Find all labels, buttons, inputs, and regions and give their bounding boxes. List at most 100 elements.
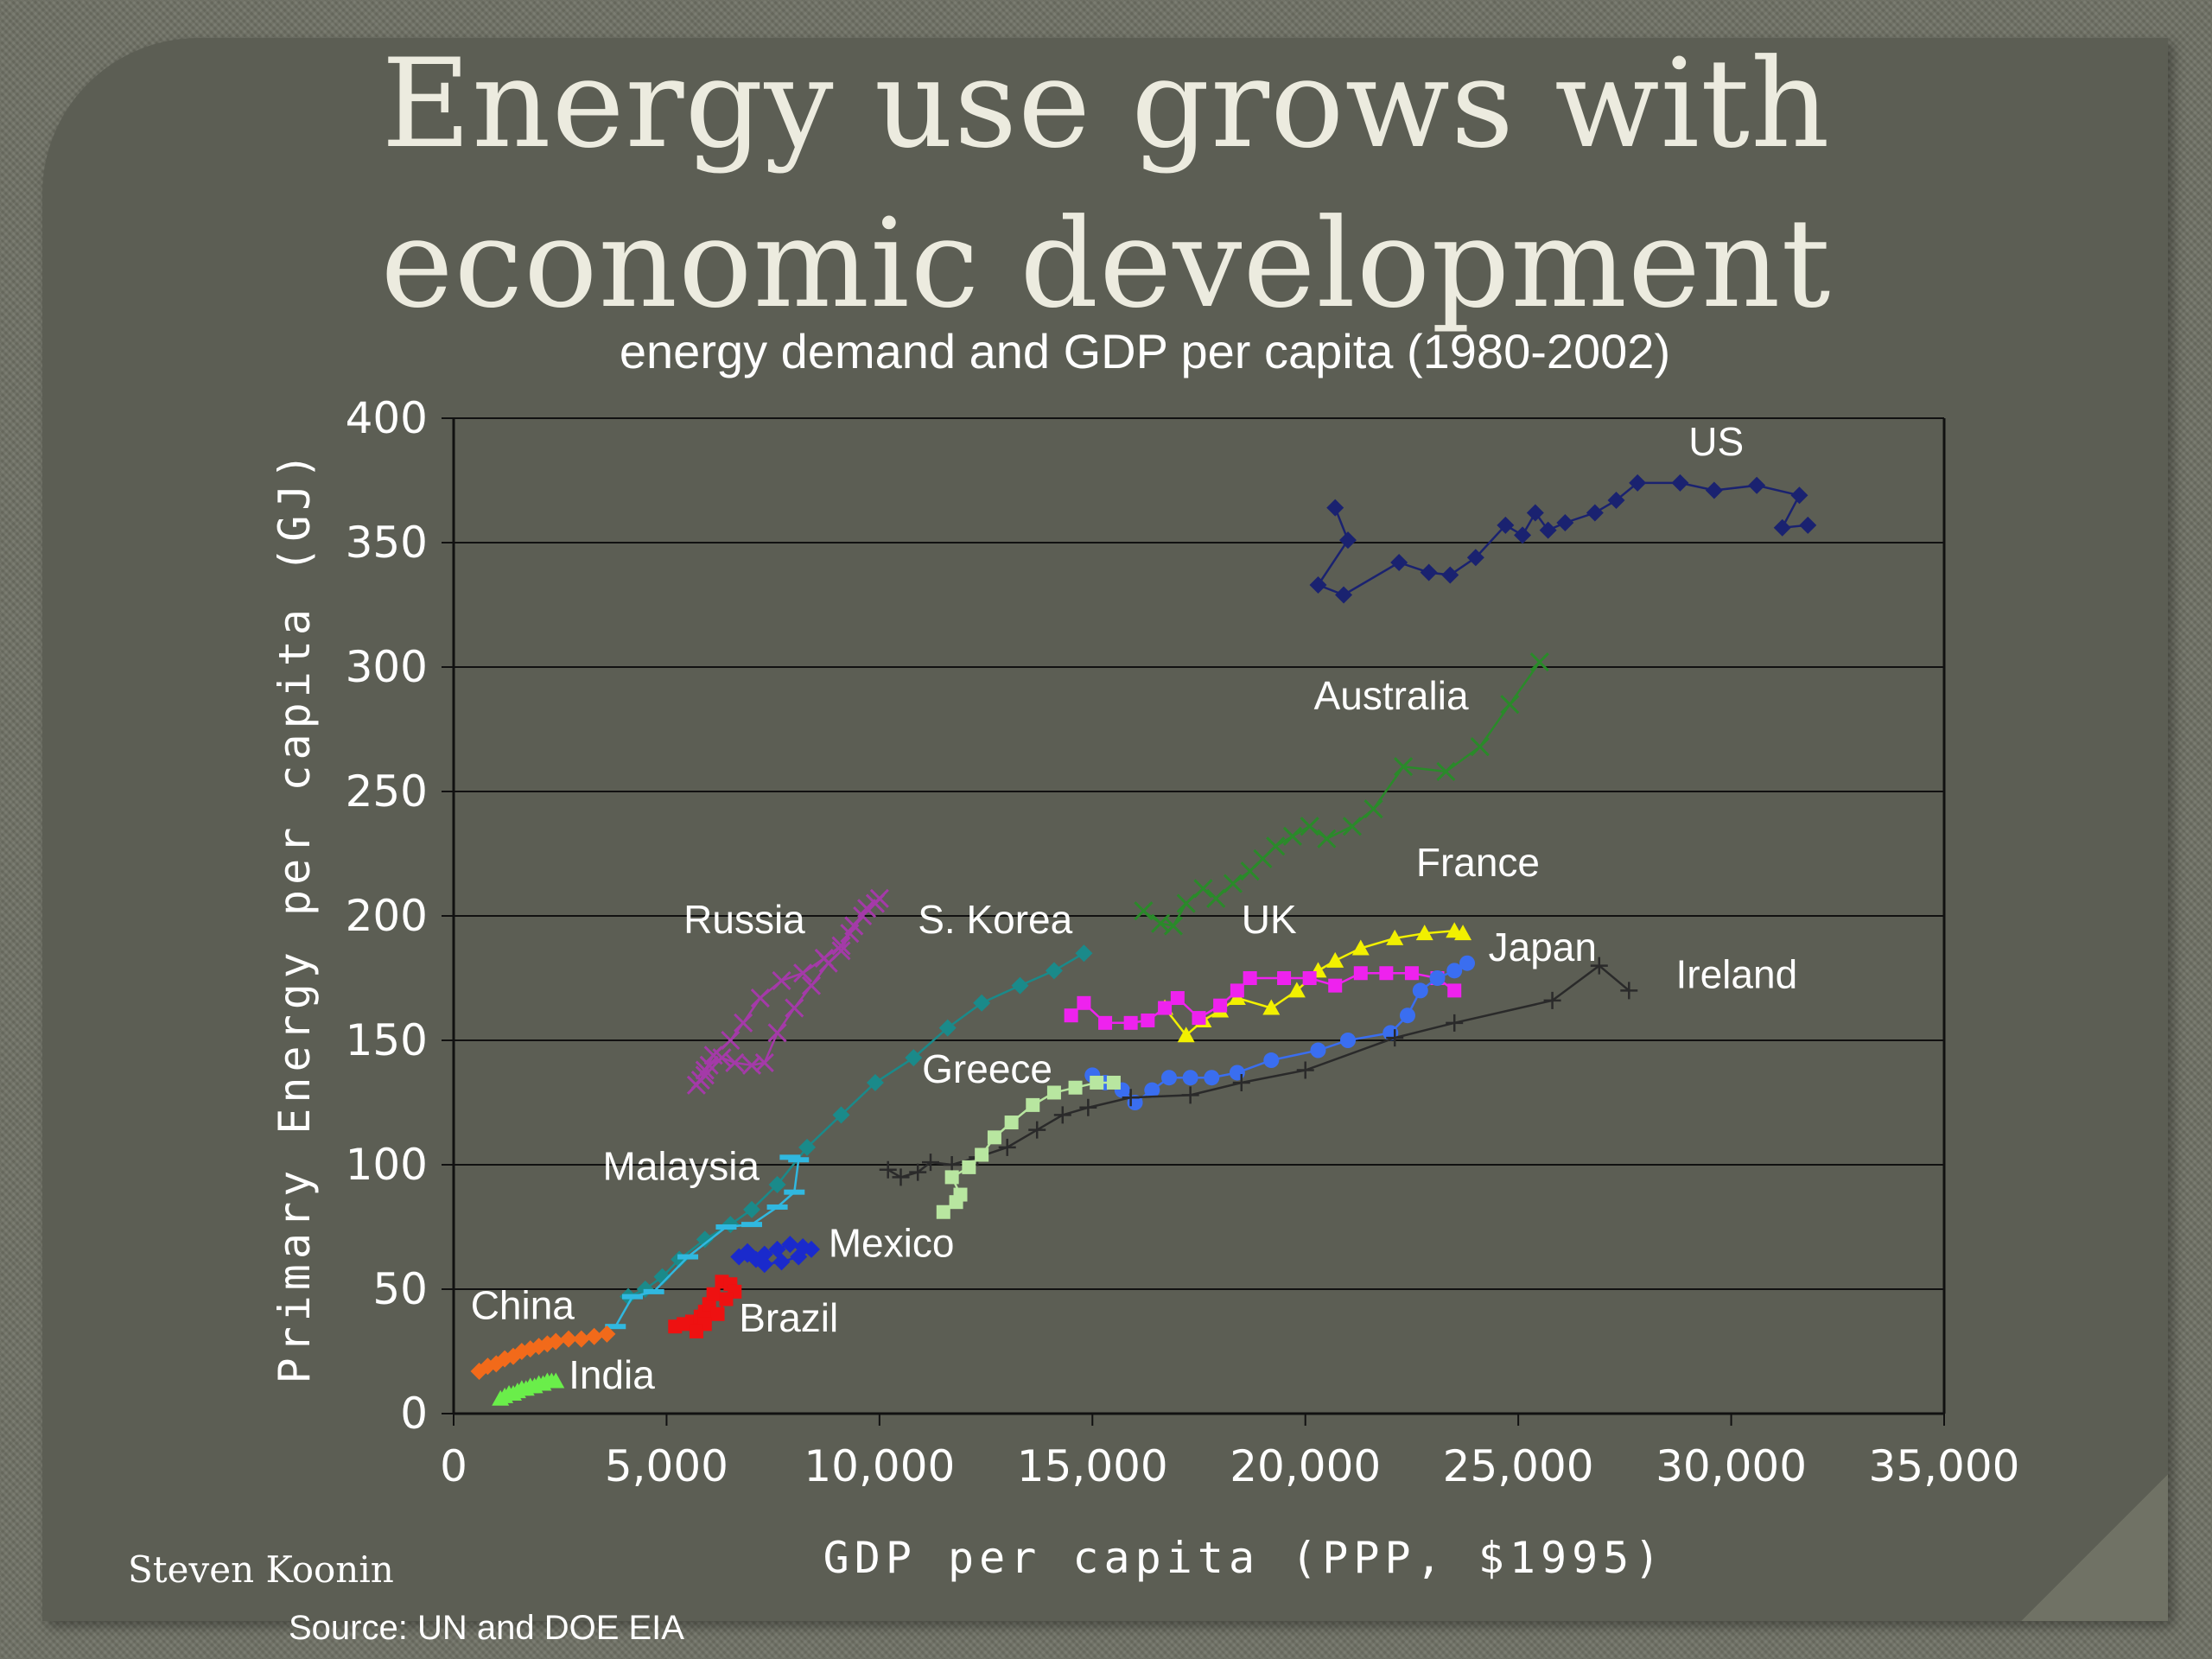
point-russia bbox=[725, 1052, 745, 1072]
point-us bbox=[1441, 566, 1459, 584]
point-us bbox=[1799, 516, 1817, 534]
series-russia bbox=[686, 888, 889, 1095]
point-us bbox=[1539, 521, 1557, 539]
point-mexico bbox=[755, 1245, 773, 1263]
label-france: France bbox=[1416, 840, 1540, 885]
x-tick-label: 15,000 bbox=[1017, 1441, 1168, 1491]
point-s-korea bbox=[905, 1049, 923, 1067]
label-brazil: Brazil bbox=[739, 1295, 838, 1340]
point-uk bbox=[1141, 1013, 1155, 1027]
point-ireland bbox=[1446, 1014, 1464, 1032]
point-s-korea bbox=[973, 994, 991, 1012]
point-malaysia bbox=[643, 1288, 664, 1294]
point-us bbox=[1326, 499, 1344, 517]
y-tick-label: 400 bbox=[346, 393, 428, 443]
point-ireland bbox=[1620, 982, 1638, 1000]
point-s-korea bbox=[866, 1073, 884, 1091]
point-mexico bbox=[781, 1236, 799, 1254]
point-ireland bbox=[998, 1138, 1016, 1156]
slide-title-line1: Energy use grows with bbox=[381, 33, 1831, 175]
point-uk bbox=[1064, 1008, 1078, 1023]
point-france bbox=[1415, 925, 1433, 941]
x-tick-label: 25,000 bbox=[1443, 1441, 1594, 1491]
point-us bbox=[1466, 549, 1484, 567]
x-tick-label: 30,000 bbox=[1656, 1441, 1807, 1491]
point-s-korea bbox=[1045, 962, 1063, 980]
x-tick-label: 0 bbox=[440, 1441, 467, 1491]
point-uk bbox=[1243, 971, 1257, 985]
point-malaysia bbox=[766, 1204, 788, 1210]
y-tick-label: 300 bbox=[346, 642, 428, 692]
series-line-us bbox=[1316, 481, 1808, 596]
series-labels: US Australia France UK Japan Ireland Russia S. … bbox=[471, 419, 1797, 1397]
point-brazil bbox=[689, 1324, 703, 1338]
point-mexico bbox=[772, 1253, 791, 1271]
point-mexico bbox=[790, 1248, 808, 1266]
point-australia bbox=[1470, 737, 1490, 757]
point-s-korea bbox=[653, 1268, 671, 1286]
grid-lines bbox=[454, 417, 1944, 1290]
point-brazil bbox=[710, 1306, 725, 1321]
point-s-korea bbox=[743, 1200, 760, 1218]
label-greece: Greece bbox=[922, 1046, 1052, 1091]
point-japan bbox=[1161, 1070, 1177, 1086]
point-us bbox=[1339, 531, 1357, 550]
point-france bbox=[1287, 982, 1306, 998]
point-uk bbox=[1302, 971, 1317, 985]
point-malaysia bbox=[715, 1224, 737, 1230]
point-us bbox=[1514, 526, 1532, 544]
point-s-korea bbox=[1011, 976, 1029, 995]
point-russia bbox=[801, 976, 822, 995]
point-ireland bbox=[1386, 1029, 1404, 1047]
point-s-korea bbox=[832, 1106, 850, 1124]
point-greece bbox=[975, 1147, 989, 1162]
point-ireland bbox=[1079, 1098, 1097, 1116]
point-india bbox=[547, 1372, 565, 1389]
point-greece bbox=[953, 1187, 968, 1202]
chart-title: energy demand and GDP per capita (1980-2… bbox=[619, 324, 1671, 378]
point-russia bbox=[831, 941, 851, 961]
point-greece bbox=[1090, 1075, 1104, 1090]
point-malaysia bbox=[677, 1254, 699, 1260]
point-us bbox=[1671, 474, 1689, 492]
point-japan bbox=[1204, 1070, 1220, 1086]
x-axis-title: GDP per capita (PPP, $1995) bbox=[823, 1533, 1666, 1583]
point-china bbox=[560, 1330, 578, 1348]
point-ireland bbox=[1232, 1073, 1250, 1091]
point-us bbox=[1629, 474, 1647, 492]
point-russia bbox=[734, 1013, 753, 1033]
point-uk bbox=[1213, 998, 1228, 1013]
point-china bbox=[547, 1332, 565, 1351]
point-ireland bbox=[1122, 1089, 1140, 1107]
point-ireland bbox=[922, 1154, 939, 1172]
point-japan bbox=[1459, 955, 1475, 971]
point-us bbox=[1309, 575, 1327, 594]
point-japan bbox=[1229, 1065, 1245, 1081]
y-tick-label: 200 bbox=[346, 891, 428, 941]
y-tick-label: 50 bbox=[372, 1264, 428, 1314]
axes bbox=[442, 417, 1946, 1426]
series-us bbox=[1309, 474, 1817, 604]
point-ireland bbox=[1028, 1121, 1046, 1139]
point-france bbox=[1386, 929, 1404, 945]
y-tick-label: 150 bbox=[346, 1015, 428, 1065]
y-axis-title: Primary Energy per capita (GJ) bbox=[270, 448, 320, 1383]
point-uk bbox=[1123, 1015, 1138, 1030]
point-greece bbox=[1068, 1080, 1083, 1095]
point-uk bbox=[1192, 1011, 1206, 1026]
point-japan bbox=[1412, 982, 1428, 999]
point-japan bbox=[1429, 970, 1446, 986]
point-russia bbox=[767, 1023, 787, 1043]
point-ireland bbox=[1053, 1106, 1071, 1124]
point-japan bbox=[1446, 963, 1463, 979]
point-us bbox=[1773, 518, 1791, 537]
point-australia bbox=[1134, 901, 1154, 921]
x-tick-label: 5,000 bbox=[605, 1441, 728, 1491]
point-china bbox=[572, 1330, 590, 1348]
point-malaysia bbox=[622, 1294, 643, 1300]
point-s-korea bbox=[696, 1230, 714, 1249]
point-australia bbox=[1363, 799, 1383, 819]
point-japan bbox=[1182, 1070, 1198, 1086]
point-australia bbox=[1300, 817, 1319, 836]
